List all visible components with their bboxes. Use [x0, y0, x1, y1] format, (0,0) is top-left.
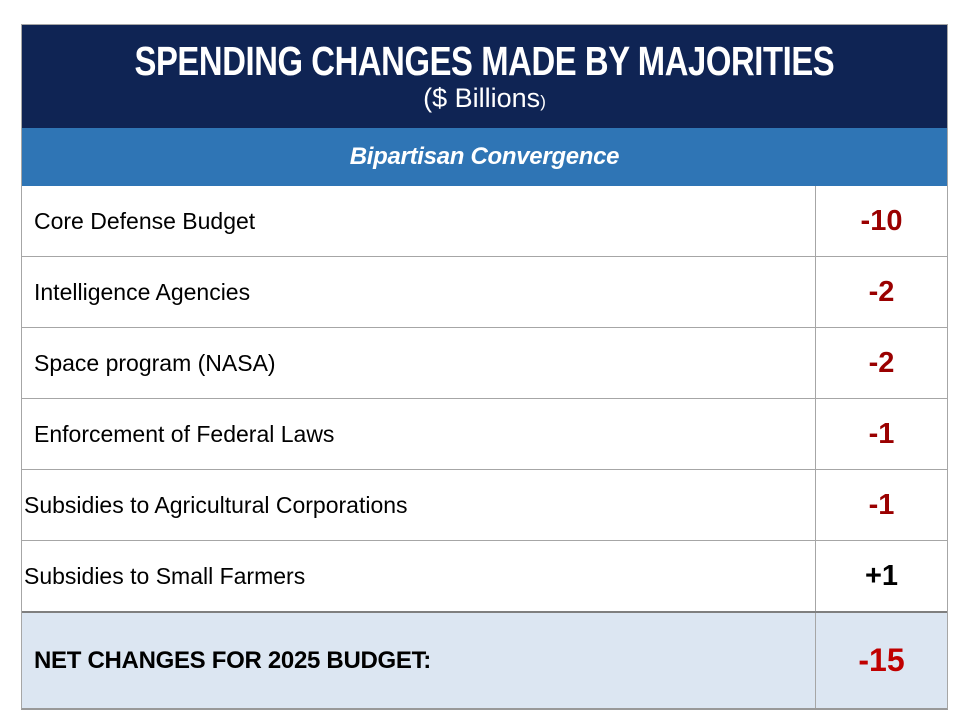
- table-title: SPENDING CHANGES MADE BY MAJORITIES: [134, 38, 835, 84]
- row-value: -2: [868, 346, 895, 379]
- section-header-label: Bipartisan Convergence: [349, 143, 620, 170]
- table-row: Subsidies to Small Farmers +1: [22, 540, 947, 611]
- row-value: -2: [868, 275, 895, 308]
- net-row-label: NET CHANGES FOR 2025 BUDGET:: [22, 613, 816, 708]
- row-label: Space program (NASA): [22, 328, 816, 398]
- subtitle-text: ($ Billions: [423, 83, 541, 113]
- subtitle-closing-paren: ): [540, 92, 546, 111]
- section-header: Bipartisan Convergence: [22, 128, 947, 186]
- table-title-block: SPENDING CHANGES MADE BY MAJORITIES ($ B…: [22, 25, 947, 128]
- table-row: Subsidies to Agricultural Corporations -…: [22, 469, 947, 540]
- row-value: -1: [868, 488, 895, 521]
- table-row: Core Defense Budget -10: [22, 186, 947, 256]
- table-body: Core Defense Budget -10 Intelligence Age…: [22, 186, 947, 611]
- table-row: Enforcement of Federal Laws -1: [22, 398, 947, 469]
- row-label: Intelligence Agencies: [22, 257, 816, 327]
- spending-table: SPENDING CHANGES MADE BY MAJORITIES ($ B…: [21, 24, 948, 710]
- row-value: -10: [860, 204, 903, 237]
- row-label: Enforcement of Federal Laws: [22, 399, 816, 469]
- table-subtitle: ($ Billions): [22, 83, 947, 117]
- net-row: NET CHANGES FOR 2025 BUDGET: -15: [22, 611, 947, 708]
- table-row: Space program (NASA) -2: [22, 327, 947, 398]
- row-label: Core Defense Budget: [22, 186, 816, 256]
- row-value: -1: [868, 417, 895, 450]
- net-row-value: -15: [858, 642, 905, 678]
- row-label: Subsidies to Agricultural Corporations: [22, 470, 816, 540]
- row-label: Subsidies to Small Farmers: [22, 541, 816, 611]
- row-value: +1: [864, 559, 899, 592]
- table-row: Intelligence Agencies -2: [22, 256, 947, 327]
